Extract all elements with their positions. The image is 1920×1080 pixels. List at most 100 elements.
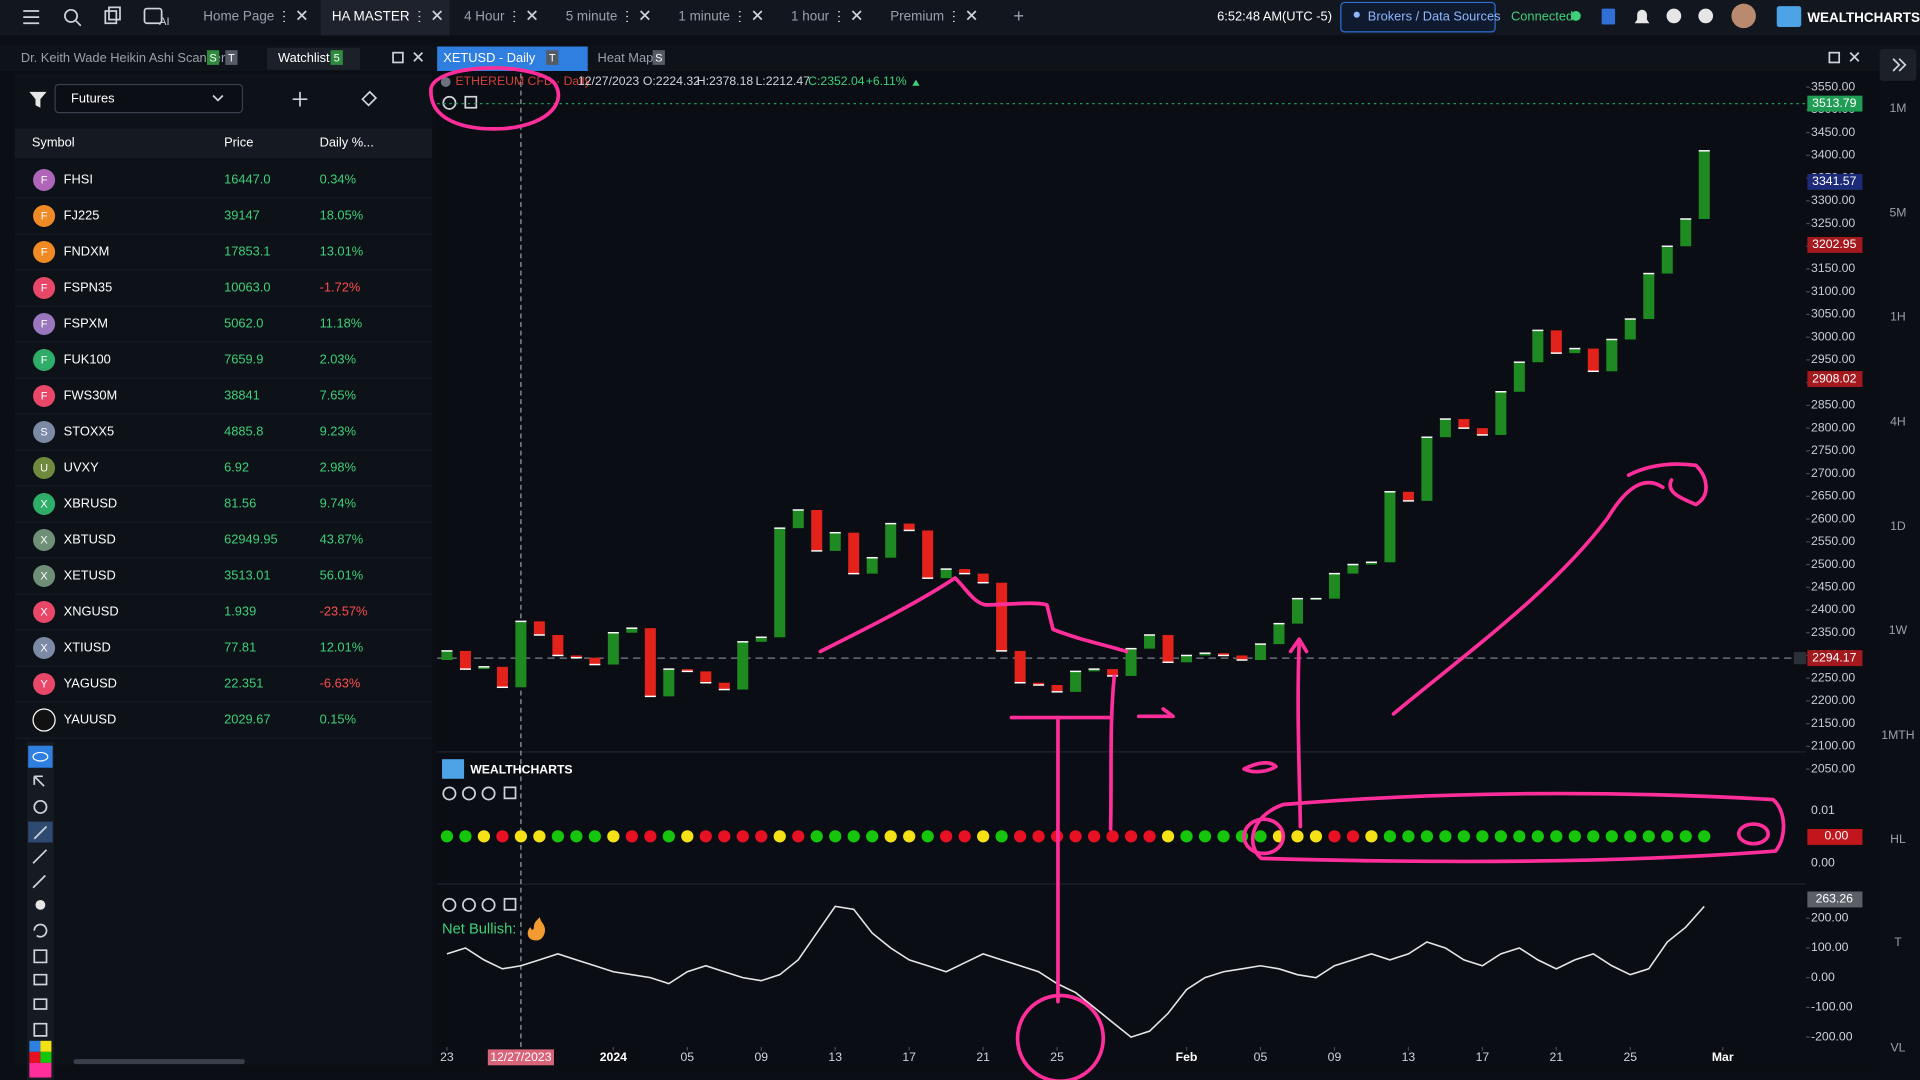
tab-close[interactable] bbox=[966, 10, 977, 21]
pane-controls[interactable] bbox=[442, 95, 478, 110]
symbol-icon bbox=[33, 636, 56, 660]
signal-dot bbox=[570, 830, 583, 843]
watchlist-tab[interactable]: Watchlist bbox=[278, 50, 330, 65]
bell-icon[interactable] bbox=[1634, 9, 1650, 24]
daily-change: 56.01% bbox=[320, 567, 364, 582]
chart-tab[interactable]: XETUSD - Daily bbox=[443, 50, 536, 65]
timeframe-button[interactable]: 1W bbox=[1889, 623, 1908, 637]
timeframe-button[interactable]: 1D bbox=[1890, 519, 1906, 533]
symbol-icon bbox=[33, 276, 56, 300]
tab[interactable]: Home Page bbox=[203, 9, 274, 24]
filter-icon[interactable] bbox=[29, 91, 47, 108]
watchlist-row[interactable]: F FSPN35 10063.0 -1.72% bbox=[14, 276, 433, 307]
close-icon[interactable] bbox=[413, 52, 424, 62]
timeframe-button[interactable]: 1MTH bbox=[1881, 728, 1914, 742]
x-tick-label: 25 bbox=[1050, 1050, 1064, 1064]
symbol: FJ225 bbox=[64, 207, 100, 222]
pane-controls[interactable] bbox=[442, 897, 517, 912]
candle-body bbox=[589, 657, 601, 665]
eraser-icon[interactable] bbox=[361, 90, 378, 107]
candle-body bbox=[1014, 650, 1026, 683]
ai-icon[interactable]: AI bbox=[143, 7, 170, 28]
tab-close[interactable] bbox=[432, 10, 443, 21]
close-icon[interactable] bbox=[1849, 52, 1860, 62]
brokers-label: Brokers / Data Sources bbox=[1368, 9, 1501, 24]
candle-body bbox=[1587, 348, 1599, 372]
candle-body bbox=[1181, 655, 1193, 663]
filter-dropdown[interactable] bbox=[54, 83, 244, 114]
tab[interactable]: 1 minute bbox=[678, 9, 730, 24]
tab-close[interactable] bbox=[527, 10, 537, 21]
price: 17853.1 bbox=[224, 243, 270, 258]
watchlist-row[interactable]: Y YAGUSD 22.351 -6.63% bbox=[14, 672, 433, 703]
tab-close[interactable] bbox=[296, 10, 307, 21]
badge-text: 5 bbox=[334, 53, 340, 65]
watchlist-row[interactable]: F FHSI 16447.0 0.34% bbox=[14, 168, 433, 199]
timeframe-button[interactable]: VL bbox=[1890, 1040, 1905, 1054]
tab[interactable]: Premium bbox=[890, 9, 944, 24]
tab-close[interactable] bbox=[851, 10, 862, 21]
avatar[interactable] bbox=[1731, 3, 1756, 29]
timeframe-button[interactable]: 1H bbox=[1890, 309, 1906, 323]
layout-icon[interactable] bbox=[104, 6, 121, 25]
y-tick-label: 3000.00 bbox=[1811, 329, 1855, 343]
watchlist-row[interactable]: F FNDXM 17853.1 13.01% bbox=[14, 240, 433, 271]
tab-close[interactable] bbox=[639, 10, 650, 21]
menu-icon[interactable] bbox=[23, 10, 40, 25]
add-icon[interactable] bbox=[292, 91, 308, 107]
watchlist-row[interactable]: F FWS30M 38841 7.65% bbox=[14, 384, 433, 415]
watchlist-row[interactable]: X XETUSD 3513.01 56.01% bbox=[14, 564, 433, 595]
pane-controls[interactable] bbox=[442, 786, 517, 801]
candle-body bbox=[1680, 218, 1692, 247]
x-tick-label: 09 bbox=[1328, 1050, 1342, 1064]
indicator-logo: WEALTHCHARTS bbox=[470, 762, 572, 776]
watchlist-row[interactable]: X XNGUSD 1.939 -23.57% bbox=[14, 600, 433, 631]
brokers-button[interactable] bbox=[1340, 1, 1496, 33]
scanner-tab[interactable]: Dr. Keith Wade Heikin Ashi Scanner bbox=[21, 50, 226, 65]
tab-close[interactable] bbox=[752, 10, 763, 21]
dropdown-caret bbox=[212, 94, 224, 102]
y-tick-label: 2550.00 bbox=[1811, 534, 1855, 548]
settings-icon[interactable] bbox=[1666, 8, 1682, 24]
watchlist-row[interactable]: F FJ225 39147 18.05% bbox=[14, 204, 433, 235]
timeframe-button[interactable]: 5M bbox=[1889, 205, 1906, 219]
watchlist-row[interactable]: X XBRUSD 81.56 9.74% bbox=[14, 492, 433, 523]
timeframe-button[interactable]: T bbox=[1894, 935, 1902, 949]
y-tick-label: 3400.00 bbox=[1811, 148, 1855, 162]
tab[interactable]: HA MASTER bbox=[332, 9, 410, 24]
timeframe-button[interactable]: HL bbox=[1890, 832, 1906, 846]
daily-change: 9.23% bbox=[320, 423, 356, 438]
heatmap-tab[interactable]: Heat Map bbox=[598, 50, 654, 65]
watchlist-row[interactable]: F FSPXM 5062.0 11.18% bbox=[14, 312, 433, 343]
sidebar-toggle[interactable] bbox=[1879, 48, 1917, 81]
add-alert[interactable] bbox=[1793, 651, 1807, 665]
y-tick-label: 2100.00 bbox=[1811, 739, 1855, 753]
watchlist-row[interactable]: X XBTUSD 62949.95 43.87% bbox=[14, 528, 433, 559]
y-tick-label: 2650.00 bbox=[1811, 489, 1855, 503]
watchlist-row[interactable]: YAUUSD 2029.67 0.15% bbox=[14, 708, 433, 739]
scrollbar[interactable] bbox=[73, 1059, 245, 1065]
tab[interactable]: 4 Hour bbox=[464, 9, 505, 24]
x-tick-label: 05 bbox=[1254, 1050, 1268, 1064]
maximize-icon[interactable] bbox=[1828, 51, 1841, 64]
watchlist-row[interactable]: F FUK100 7659.9 2.03% bbox=[14, 348, 433, 379]
tab[interactable]: 5 minute bbox=[566, 9, 618, 24]
signal-dot bbox=[1402, 830, 1415, 843]
help-icon[interactable] bbox=[1698, 8, 1714, 24]
watchlist-row[interactable]: S STOXX5 4885.8 9.23% bbox=[14, 420, 433, 451]
timeframe-button[interactable]: 4H bbox=[1890, 415, 1906, 429]
search-icon[interactable] bbox=[64, 8, 82, 27]
y-tick-label: 2050.00 bbox=[1811, 761, 1855, 775]
new-tab[interactable]: + bbox=[1013, 5, 1024, 26]
x-tick-label: 05 bbox=[681, 1050, 695, 1064]
legend-arrow bbox=[912, 79, 920, 86]
watchlist-row[interactable]: U UVXY 6.92 2.98% bbox=[14, 456, 433, 487]
chevrons bbox=[1892, 58, 1907, 72]
watchlist-row[interactable]: X XTIUSD 77.81 12.01% bbox=[14, 636, 433, 667]
candle-body bbox=[1550, 330, 1562, 354]
legend-symbol: ETHEREUM CFD · Daily bbox=[456, 74, 592, 88]
save-icon[interactable] bbox=[1601, 8, 1616, 25]
maximize-icon[interactable] bbox=[392, 51, 404, 64]
timeframe-button[interactable]: 1M bbox=[1889, 101, 1906, 115]
tab[interactable]: 1 hour bbox=[791, 9, 830, 24]
